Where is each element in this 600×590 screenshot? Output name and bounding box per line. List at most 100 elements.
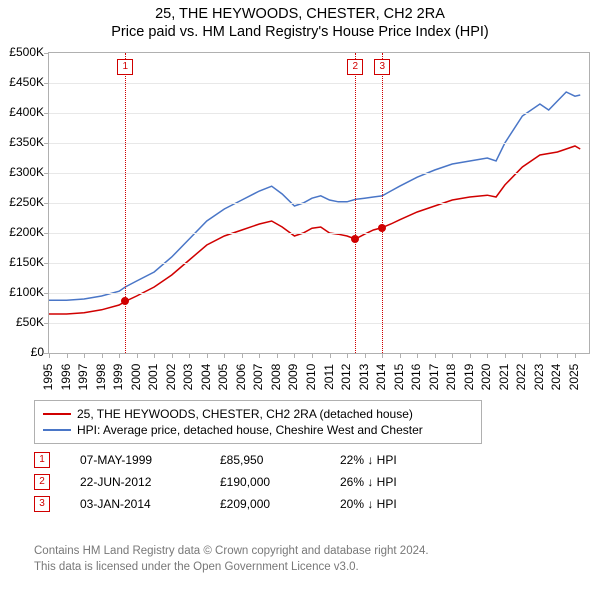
event-diff: 26% ↓ HPI [340,475,460,489]
x-tick [470,353,471,358]
y-tick [44,293,49,294]
y-axis-label: £350K [2,135,44,149]
y-tick [44,83,49,84]
x-tick [224,353,225,358]
grid-line-h [49,323,589,324]
x-axis-label: 2006 [234,364,248,391]
event-vline [355,53,356,353]
event-date: 22-JUN-2012 [50,475,220,489]
legend-row: HPI: Average price, detached house, Ches… [43,423,473,437]
x-tick [67,353,68,358]
y-tick [44,203,49,204]
y-tick [44,173,49,174]
event-marker-dot [378,224,386,232]
footnote: Contains HM Land Registry data © Crown c… [34,544,429,575]
event-marker-dot [121,297,129,305]
x-tick [330,353,331,358]
x-axis-label: 2008 [269,364,283,391]
x-tick [259,353,260,358]
x-axis-label: 2017 [427,364,441,391]
y-tick [44,53,49,54]
grid-line-h [49,263,589,264]
x-axis-label: 2019 [462,364,476,391]
x-tick [172,353,173,358]
x-tick [557,353,558,358]
x-tick [487,353,488,358]
x-axis-label: 2016 [409,364,423,391]
y-axis-label: £400K [2,105,44,119]
title-block: 25, THE HEYWOODS, CHESTER, CH2 2RA Price… [0,0,600,40]
x-tick [575,353,576,358]
grid-line-h [49,173,589,174]
x-axis-label: 2000 [129,364,143,391]
event-price: £209,000 [220,497,340,511]
y-axis-label: £0 [2,345,44,359]
y-axis-label: £150K [2,255,44,269]
x-tick [277,353,278,358]
x-axis-label: 2021 [497,364,511,391]
y-axis-label: £500K [2,45,44,59]
x-tick [522,353,523,358]
chart-container: 25, THE HEYWOODS, CHESTER, CH2 2RA Price… [0,0,600,590]
x-tick [242,353,243,358]
y-tick [44,323,49,324]
x-tick [137,353,138,358]
events-table: 107-MAY-1999£85,95022% ↓ HPI 222-JUN-2012… [34,446,460,518]
x-axis-label: 2015 [392,364,406,391]
y-axis-labels: £0£50K£100K£150K£200K£250K£300K£350K£400… [0,52,48,352]
event-diff: 22% ↓ HPI [340,453,460,467]
x-axis-label: 1996 [59,364,73,391]
chart-title-address: 25, THE HEYWOODS, CHESTER, CH2 2RA [0,6,600,22]
grid-line-h [49,233,589,234]
event-price: £85,950 [220,453,340,467]
x-tick [347,353,348,358]
event-diff: 20% ↓ HPI [340,497,460,511]
grid-line-h [49,203,589,204]
legend-swatch [43,413,71,415]
legend-row: 25, THE HEYWOODS, CHESTER, CH2 2RA (deta… [43,407,473,421]
x-axis-label: 2005 [216,364,230,391]
y-axis-label: £200K [2,225,44,239]
x-axis-label: 2022 [514,364,528,391]
event-marker-box: 3 [374,59,390,75]
event-row: 222-JUN-2012£190,00026% ↓ HPI [34,474,460,490]
chart-title-subtitle: Price paid vs. HM Land Registry's House … [0,24,600,40]
y-axis-label: £250K [2,195,44,209]
x-axis-label: 2012 [339,364,353,391]
x-axis-label: 2023 [532,364,546,391]
x-tick [505,353,506,358]
y-axis-label: £100K [2,285,44,299]
event-row: 107-MAY-1999£85,95022% ↓ HPI [34,452,460,468]
x-axis-label: 2004 [199,364,213,391]
x-axis-label: 2001 [146,364,160,391]
y-axis-label: £450K [2,75,44,89]
series-line [49,146,580,314]
event-number-box: 3 [34,496,50,512]
x-tick [49,353,50,358]
plot-area: 123 [48,52,590,354]
x-tick [400,353,401,358]
x-axis-labels: 1995199619971998199920002001200220032004… [48,352,588,392]
event-marker-box: 1 [117,59,133,75]
x-tick [452,353,453,358]
y-tick [44,113,49,114]
event-number-box: 1 [34,452,50,468]
x-axis-label: 1995 [41,364,55,391]
legend-label: HPI: Average price, detached house, Ches… [77,423,423,437]
x-axis-label: 2011 [322,364,336,390]
footnote-line1: Contains HM Land Registry data © Crown c… [34,545,429,557]
x-tick [189,353,190,358]
event-date: 07-MAY-1999 [50,453,220,467]
y-tick [44,143,49,144]
x-tick [102,353,103,358]
x-axis-label: 2014 [374,364,388,391]
x-axis-label: 2018 [444,364,458,391]
x-tick [294,353,295,358]
event-date: 03-JAN-2014 [50,497,220,511]
event-price: £190,000 [220,475,340,489]
grid-line-h [49,113,589,114]
event-vline [125,53,126,353]
y-axis-label: £50K [2,315,44,329]
x-tick [154,353,155,358]
grid-line-h [49,293,589,294]
